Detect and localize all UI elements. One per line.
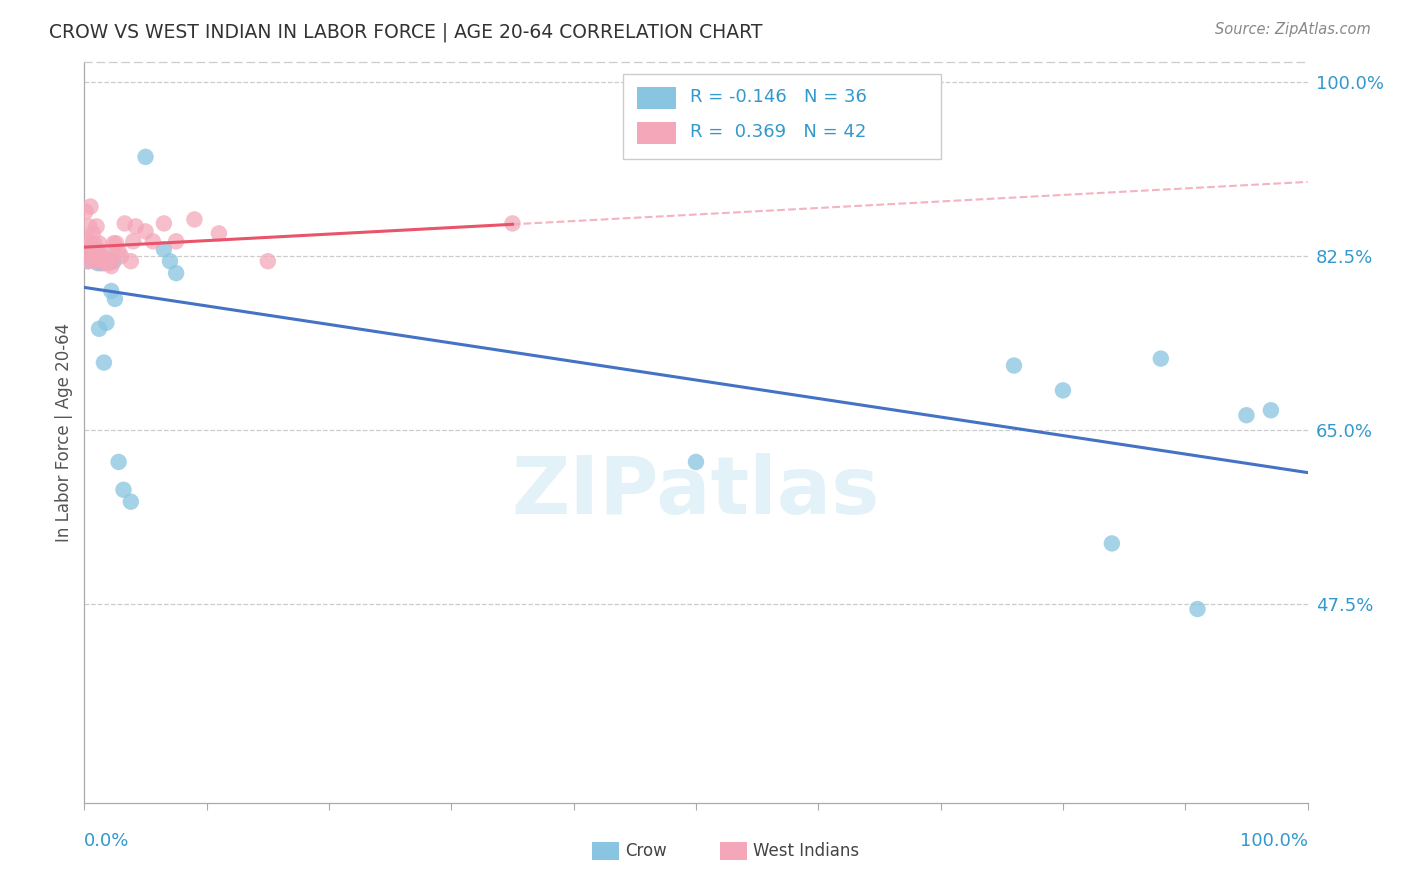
Bar <box>637 87 676 109</box>
Point <box>84 249 107 263</box>
Point <box>142 235 165 249</box>
Point <box>107 244 129 259</box>
Point <box>153 242 176 256</box>
Point <box>105 236 128 251</box>
Point <box>122 235 145 249</box>
Point <box>125 219 148 234</box>
Text: West Indians: West Indians <box>754 842 859 860</box>
Point <box>153 216 176 230</box>
Point <box>100 284 122 298</box>
Point <box>96 316 118 330</box>
Point <box>82 227 104 241</box>
Point <box>165 235 187 249</box>
Point <box>1187 602 1209 616</box>
Point <box>80 242 103 256</box>
Point <box>90 249 112 263</box>
Text: Crow: Crow <box>626 842 666 860</box>
Text: Source: ZipAtlas.com: Source: ZipAtlas.com <box>1215 22 1371 37</box>
Point <box>1260 403 1282 417</box>
Point <box>97 256 120 270</box>
FancyBboxPatch shape <box>623 73 941 159</box>
Point <box>89 254 111 268</box>
Point <box>1150 351 1173 366</box>
Point <box>91 254 114 268</box>
Point <box>94 254 117 268</box>
Point <box>79 236 101 251</box>
Point <box>79 249 101 263</box>
Point <box>97 252 120 267</box>
Point <box>104 292 127 306</box>
Point <box>257 254 280 268</box>
Point <box>93 256 115 270</box>
Point <box>135 224 157 238</box>
Point <box>87 236 110 251</box>
Point <box>1002 359 1025 373</box>
Bar <box>720 842 748 860</box>
Point <box>208 227 231 241</box>
Point <box>112 483 135 497</box>
Point <box>77 249 100 263</box>
Point <box>86 249 108 263</box>
Point <box>103 254 125 268</box>
Point <box>107 455 129 469</box>
Point <box>83 236 105 251</box>
Point <box>103 236 125 251</box>
Point <box>135 150 157 164</box>
Bar <box>637 121 676 144</box>
Text: R =  0.369   N = 42: R = 0.369 N = 42 <box>690 123 866 141</box>
Point <box>1236 409 1258 423</box>
Point <box>87 244 110 259</box>
Point <box>83 252 105 267</box>
Point <box>91 254 114 268</box>
Point <box>90 256 112 270</box>
Point <box>110 249 132 263</box>
Point <box>86 246 108 260</box>
Point <box>82 246 104 260</box>
Point <box>76 246 98 260</box>
Point <box>98 254 121 268</box>
Point <box>96 249 118 263</box>
Point <box>1052 384 1074 398</box>
Point <box>82 242 104 256</box>
Point <box>165 266 187 280</box>
Point <box>89 254 111 268</box>
Point <box>93 355 115 369</box>
Point <box>79 200 101 214</box>
Point <box>87 322 110 336</box>
Point <box>685 455 707 469</box>
Point <box>100 259 122 273</box>
Point <box>77 254 100 268</box>
Point <box>114 216 136 230</box>
Point <box>80 249 103 263</box>
Point <box>120 254 142 268</box>
Point <box>84 242 107 256</box>
Point <box>77 235 100 249</box>
Text: CROW VS WEST INDIAN IN LABOR FORCE | AGE 20-64 CORRELATION CHART: CROW VS WEST INDIAN IN LABOR FORCE | AGE… <box>49 22 762 42</box>
Text: 100.0%: 100.0% <box>1240 832 1308 850</box>
Text: ZIPatlas: ZIPatlas <box>512 453 880 531</box>
Point <box>87 256 110 270</box>
Y-axis label: In Labor Force | Age 20-64: In Labor Force | Age 20-64 <box>55 323 73 542</box>
Point <box>502 216 524 230</box>
Point <box>83 254 105 268</box>
Point <box>77 219 100 234</box>
Point <box>77 254 100 268</box>
Text: R = -0.146   N = 36: R = -0.146 N = 36 <box>690 88 866 106</box>
Bar <box>592 842 619 860</box>
Point <box>183 212 205 227</box>
Point <box>94 254 117 268</box>
Point <box>86 219 108 234</box>
Point <box>120 494 142 508</box>
Point <box>97 254 120 268</box>
Point <box>159 254 181 268</box>
Text: 0.0%: 0.0% <box>84 832 129 850</box>
Point <box>1101 536 1123 550</box>
Point <box>75 204 97 219</box>
